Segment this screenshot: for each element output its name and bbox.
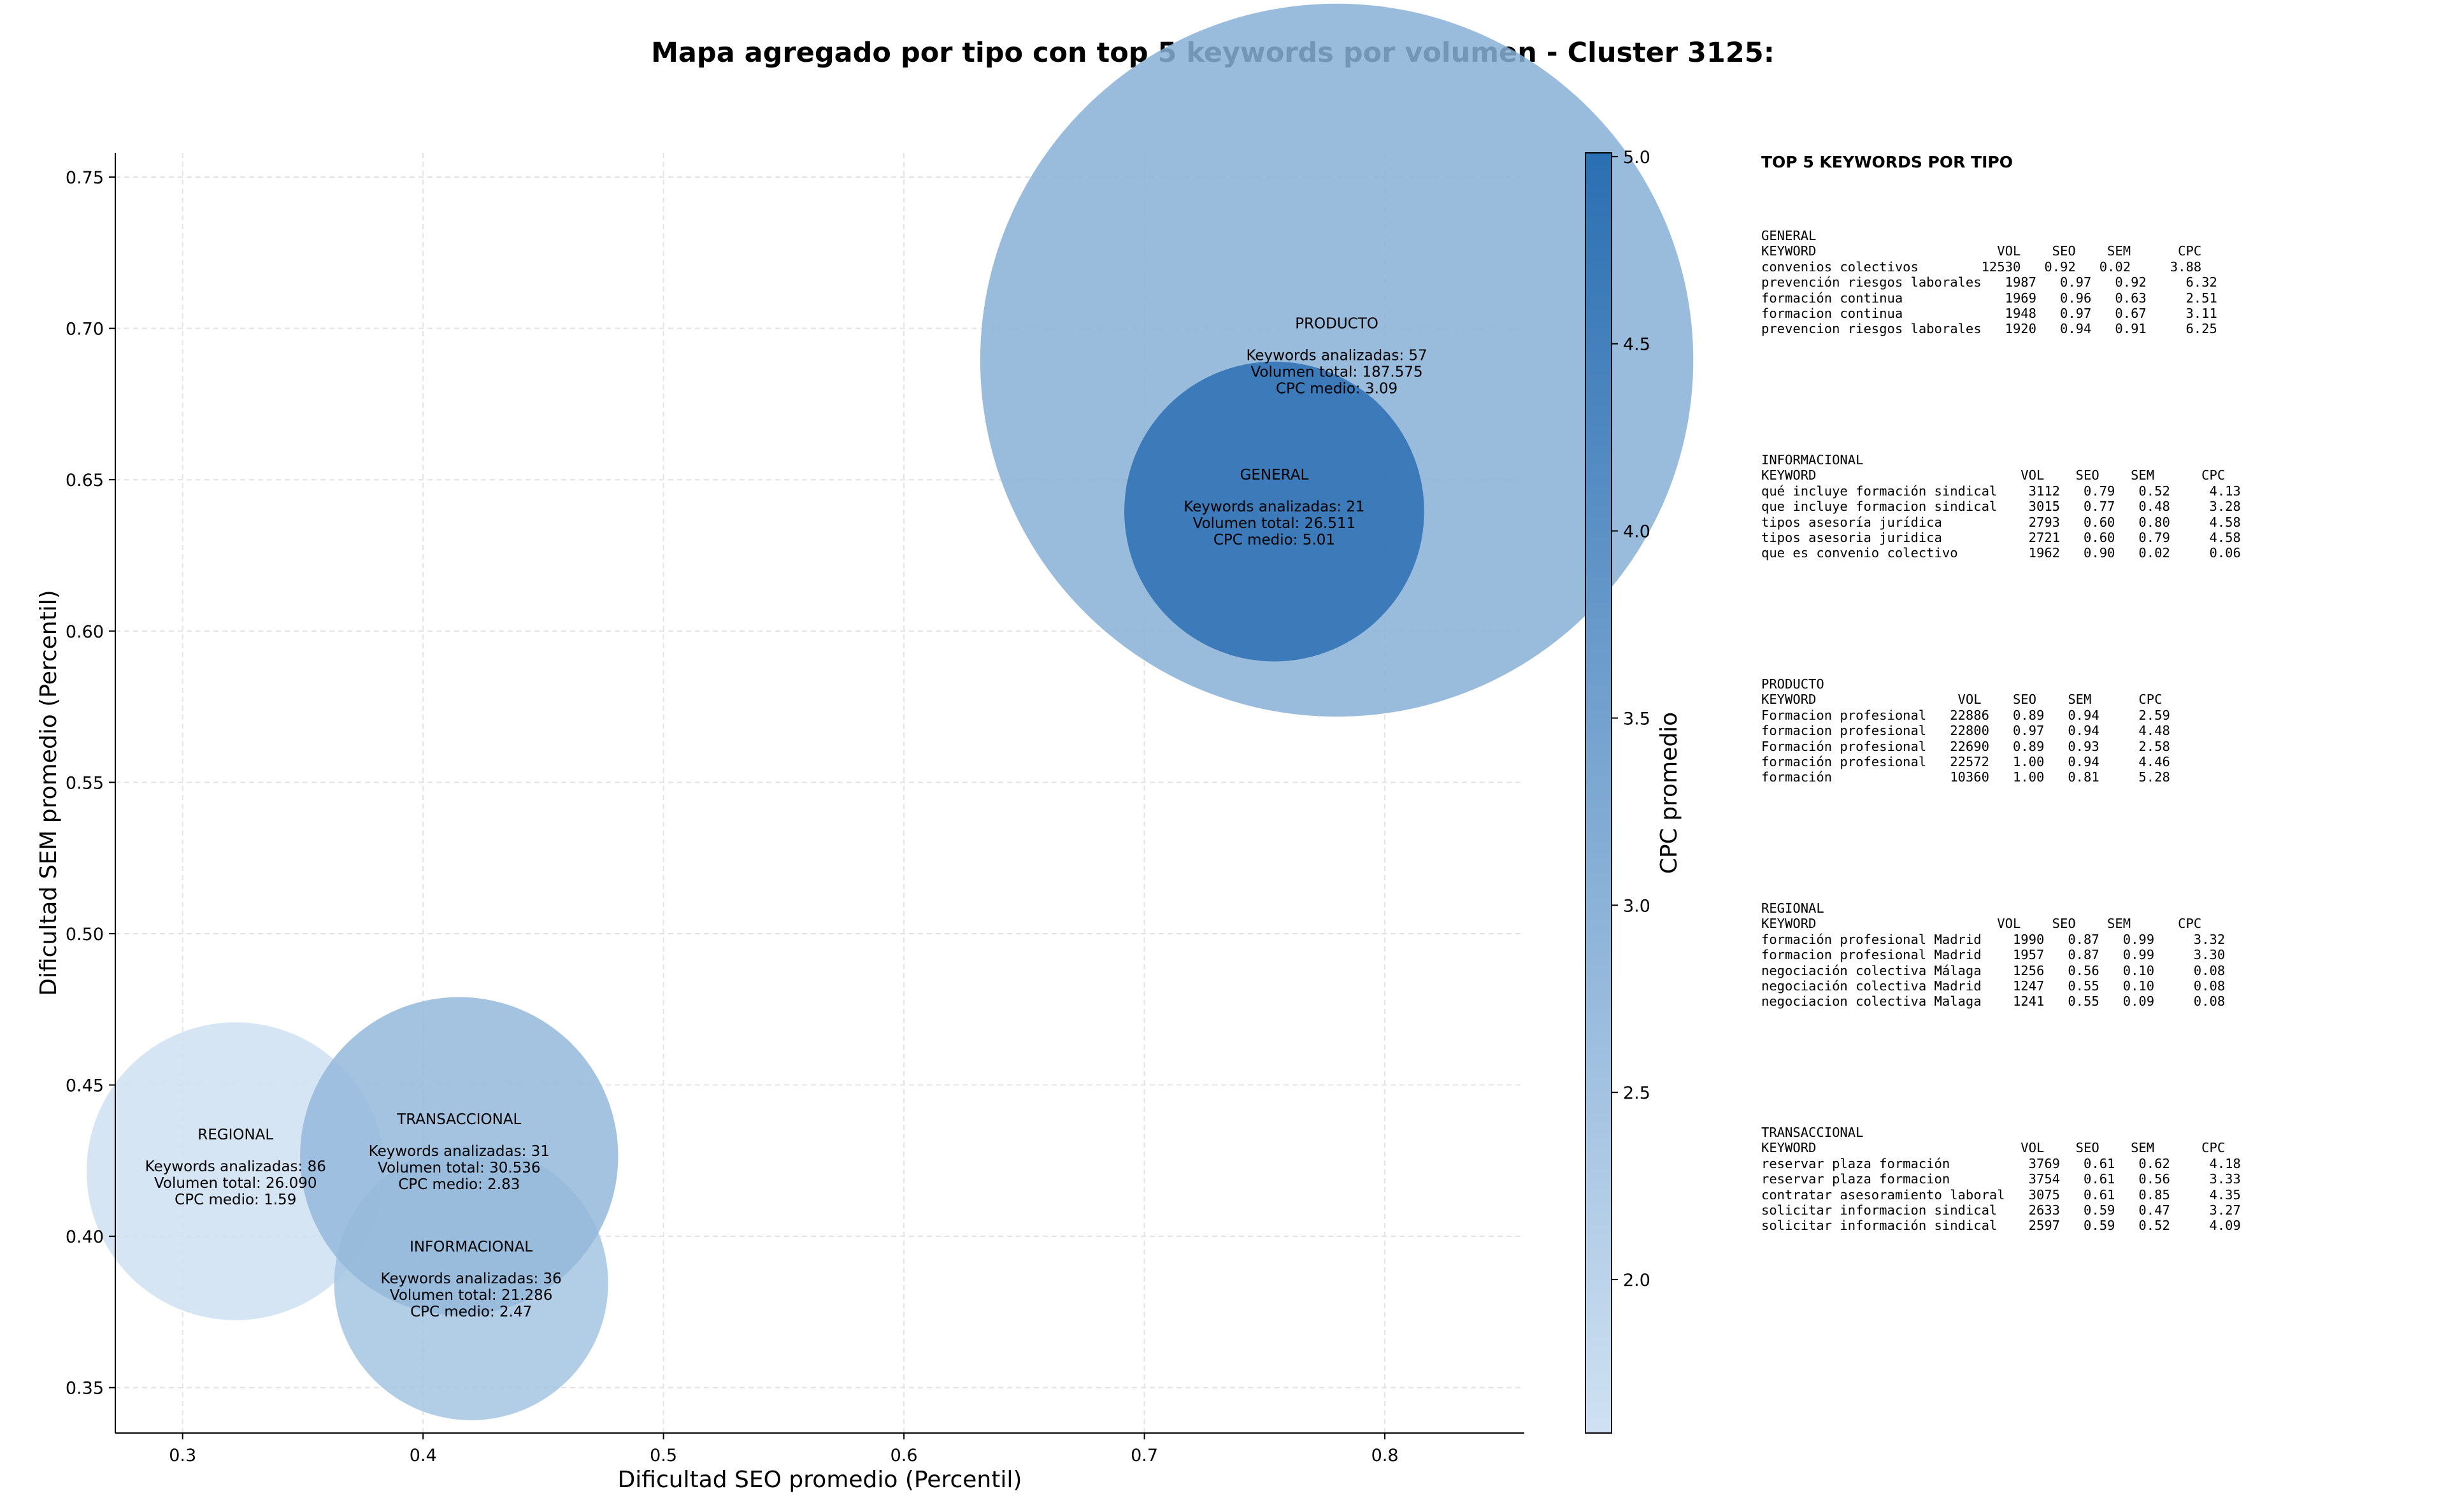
x-tick-label: 0.6 xyxy=(890,1446,918,1466)
colorbar-tick-label: 3.5 xyxy=(1623,709,1650,729)
bubble-volume-label: Volumen total: 21.286 xyxy=(390,1287,553,1304)
y-tick-label: 0.40 xyxy=(66,1227,104,1247)
bubble-volume-label: Volumen total: 26.090 xyxy=(154,1175,317,1192)
bubble-cpc-label: CPC medio: 2.47 xyxy=(410,1304,532,1320)
block-header: KEYWORD VOL SEO SEM CPC xyxy=(1761,692,2163,708)
keyword-row: tipos asesoría jurídica 2793 0.60 0.80 4… xyxy=(1761,514,2241,530)
keyword-block-producto: PRODUCTO KEYWORD VOL SEO SEM CPC Formaci… xyxy=(1761,676,2170,785)
colorbar-ticks: 2.0 2.5 3.0 3.5 4.0 4.5 5.0 xyxy=(1612,148,1650,1290)
bubble-keywords-label: Keywords analizadas: 21 xyxy=(1184,499,1364,515)
keyword-row: Formacion profesional 22886 0.89 0.94 2.… xyxy=(1761,707,2170,723)
keyword-block-informacional: INFORMACIONAL KEYWORD VOL SEO SEM CPC qu… xyxy=(1761,452,2241,561)
keyword-row: formación 10360 1.00 0.81 5.28 xyxy=(1761,769,2170,785)
keyword-row: que incluye formacion sindical 3015 0.77… xyxy=(1761,499,2241,515)
y-tick-label: 0.70 xyxy=(66,320,104,339)
x-tick-label: 0.4 xyxy=(410,1446,437,1466)
top-keywords-panel: TOP 5 KEYWORDS POR TIPO GENERAL KEYWORD … xyxy=(1761,153,2424,1233)
x-tick-label: 0.3 xyxy=(169,1446,196,1466)
bubbles xyxy=(86,3,1694,1420)
keyword-row: negociación colectiva Málaga 1256 0.56 0… xyxy=(1761,962,2226,978)
bubble-transaccional xyxy=(300,997,619,1315)
y-tick-label: 0.35 xyxy=(66,1379,104,1399)
keyword-row: formación continua 1969 0.96 0.63 2.51 xyxy=(1761,290,2217,306)
keyword-row: solicitar información sindical 2597 0.59… xyxy=(1761,1218,2241,1234)
block-type: REGIONAL xyxy=(1761,901,1824,916)
keyword-row: formación profesional 22572 1.00 0.94 4.… xyxy=(1761,754,2170,770)
keyword-row: formacion profesional Madrid 1957 0.87 0… xyxy=(1761,947,2226,963)
y-ticks: 0.35 0.40 0.45 0.50 0.55 0.60 0.65 0.70 0.75 xyxy=(66,168,115,1399)
keyword-row: formacion profesional 22800 0.97 0.94 4.… xyxy=(1761,723,2170,739)
bubble-keywords-label: Keywords analizadas: 36 xyxy=(381,1271,562,1287)
bubble-type-label: GENERAL xyxy=(1240,467,1309,483)
side-panel-title: TOP 5 KEYWORDS POR TIPO xyxy=(1761,153,2013,171)
bubble-cpc-label: CPC medio: 5.01 xyxy=(1213,532,1335,548)
bubble-volume-label: Volumen total: 26.511 xyxy=(1193,515,1356,532)
bubble-cpc-label: CPC medio: 2.83 xyxy=(398,1176,520,1193)
x-ticks: 0.3 0.4 0.5 0.6 0.7 0.8 xyxy=(169,1433,1399,1466)
colorbar: 2.0 2.5 3.0 3.5 4.0 4.5 5.0 CPC promedio xyxy=(1585,148,1682,1434)
keyword-row: formación profesional Madrid 1990 0.87 0… xyxy=(1761,931,2226,947)
bubble-type-label: REGIONAL xyxy=(197,1127,273,1143)
x-tick-label: 0.8 xyxy=(1371,1446,1399,1466)
colorbar-tick-label: 5.0 xyxy=(1623,148,1650,168)
block-header: KEYWORD VOL SEO SEM CPC xyxy=(1761,916,2202,932)
bubble-type-label: TRANSACCIONAL xyxy=(396,1111,521,1128)
x-axis-label: Dificultad SEO promedio (Percentil) xyxy=(618,1467,1022,1493)
colorbar-tick-label: 4.5 xyxy=(1623,335,1650,355)
keyword-row: formacion continua 1948 0.97 0.67 3.11 xyxy=(1761,306,2217,322)
y-tick-label: 0.50 xyxy=(66,925,104,945)
keyword-row: convenios colectivos 12530 0.92 0.02 3.8… xyxy=(1761,259,2202,275)
y-axis-label: Dificultad SEM promedio (Percentil) xyxy=(36,590,62,996)
y-tick-label: 0.65 xyxy=(66,471,104,490)
keyword-row: tipos asesoria juridica 2721 0.60 0.79 4… xyxy=(1761,530,2241,546)
bubble-volume-label: Volumen total: 30.536 xyxy=(378,1160,541,1176)
bubble-cpc-label: CPC medio: 1.59 xyxy=(175,1192,296,1208)
y-tick-label: 0.45 xyxy=(66,1076,104,1096)
bubble-type-label: INFORMACIONAL xyxy=(410,1239,533,1255)
keyword-row: contratar asesoramiento laboral 3075 0.6… xyxy=(1761,1187,2241,1202)
y-tick-label: 0.75 xyxy=(66,168,104,188)
x-tick-label: 0.7 xyxy=(1131,1446,1158,1466)
colorbar-gradient xyxy=(1585,152,1612,1434)
bubble-cpc-label: CPC medio: 3.09 xyxy=(1276,380,1398,397)
bubble-keywords-label: Keywords analizadas: 31 xyxy=(369,1143,550,1160)
keyword-block-transaccional: TRANSACCIONAL KEYWORD VOL SEO SEM CPC re… xyxy=(1761,1125,2241,1234)
block-type: INFORMACIONAL xyxy=(1761,452,1864,467)
bubble-keywords-label: Keywords analizadas: 57 xyxy=(1246,347,1427,364)
bubble-type-label: PRODUCTO xyxy=(1295,315,1378,332)
keyword-row: reservar plaza formación 3769 0.61 0.62 … xyxy=(1761,1155,2241,1171)
y-tick-label: 0.55 xyxy=(66,773,104,793)
colorbar-label: CPC promedio xyxy=(1656,712,1682,874)
keyword-row: negociación colectiva Madrid 1247 0.55 0… xyxy=(1761,978,2226,994)
axes xyxy=(115,153,1524,1434)
keyword-block-regional: REGIONAL KEYWORD VOL SEO SEM CPC formaci… xyxy=(1761,901,2225,1009)
keyword-block-general: GENERAL KEYWORD VOL SEO SEM CPC convenio… xyxy=(1761,228,2217,337)
x-tick-label: 0.5 xyxy=(650,1446,677,1466)
colorbar-tick-label: 2.0 xyxy=(1623,1271,1650,1290)
colorbar-tick-label: 4.0 xyxy=(1623,522,1650,542)
block-header: KEYWORD VOL SEO SEM CPC xyxy=(1761,243,2202,259)
bubble-regional xyxy=(86,1022,385,1320)
block-header: KEYWORD VOL SEO SEM CPC xyxy=(1761,1140,2226,1156)
keyword-row: solicitar informacion sindical 2633 0.59… xyxy=(1761,1202,2241,1218)
colorbar-tick-label: 3.0 xyxy=(1623,896,1650,916)
bubble-keywords-label: Keywords analizadas: 86 xyxy=(145,1159,326,1175)
keyword-row: Formación profesional 22690 0.89 0.93 2.… xyxy=(1761,738,2170,754)
block-header: KEYWORD VOL SEO SEM CPC xyxy=(1761,467,2226,483)
keyword-row: prevención riesgos laborales 1987 0.97 0… xyxy=(1761,275,2217,290)
block-type: TRANSACCIONAL xyxy=(1761,1125,1864,1140)
colorbar-tick-label: 2.5 xyxy=(1623,1083,1650,1103)
block-type: GENERAL xyxy=(1761,228,1817,243)
keyword-row: qué incluye formación sindical 3112 0.79… xyxy=(1761,483,2241,499)
keyword-row: reservar plaza formacion 3754 0.61 0.56 … xyxy=(1761,1171,2241,1187)
keyword-row: negociacion colectiva Malaga 1241 0.55 0… xyxy=(1761,994,2226,1009)
bubble-volume-label: Volumen total: 187.575 xyxy=(1250,364,1422,380)
keyword-row: prevencion riesgos laborales 1920 0.94 0… xyxy=(1761,321,2217,337)
bubble-general xyxy=(1124,361,1424,662)
keyword-row: que es convenio colectivo 1962 0.90 0.02… xyxy=(1761,545,2241,561)
block-type: PRODUCTO xyxy=(1761,676,1824,692)
y-tick-label: 0.60 xyxy=(66,622,104,642)
